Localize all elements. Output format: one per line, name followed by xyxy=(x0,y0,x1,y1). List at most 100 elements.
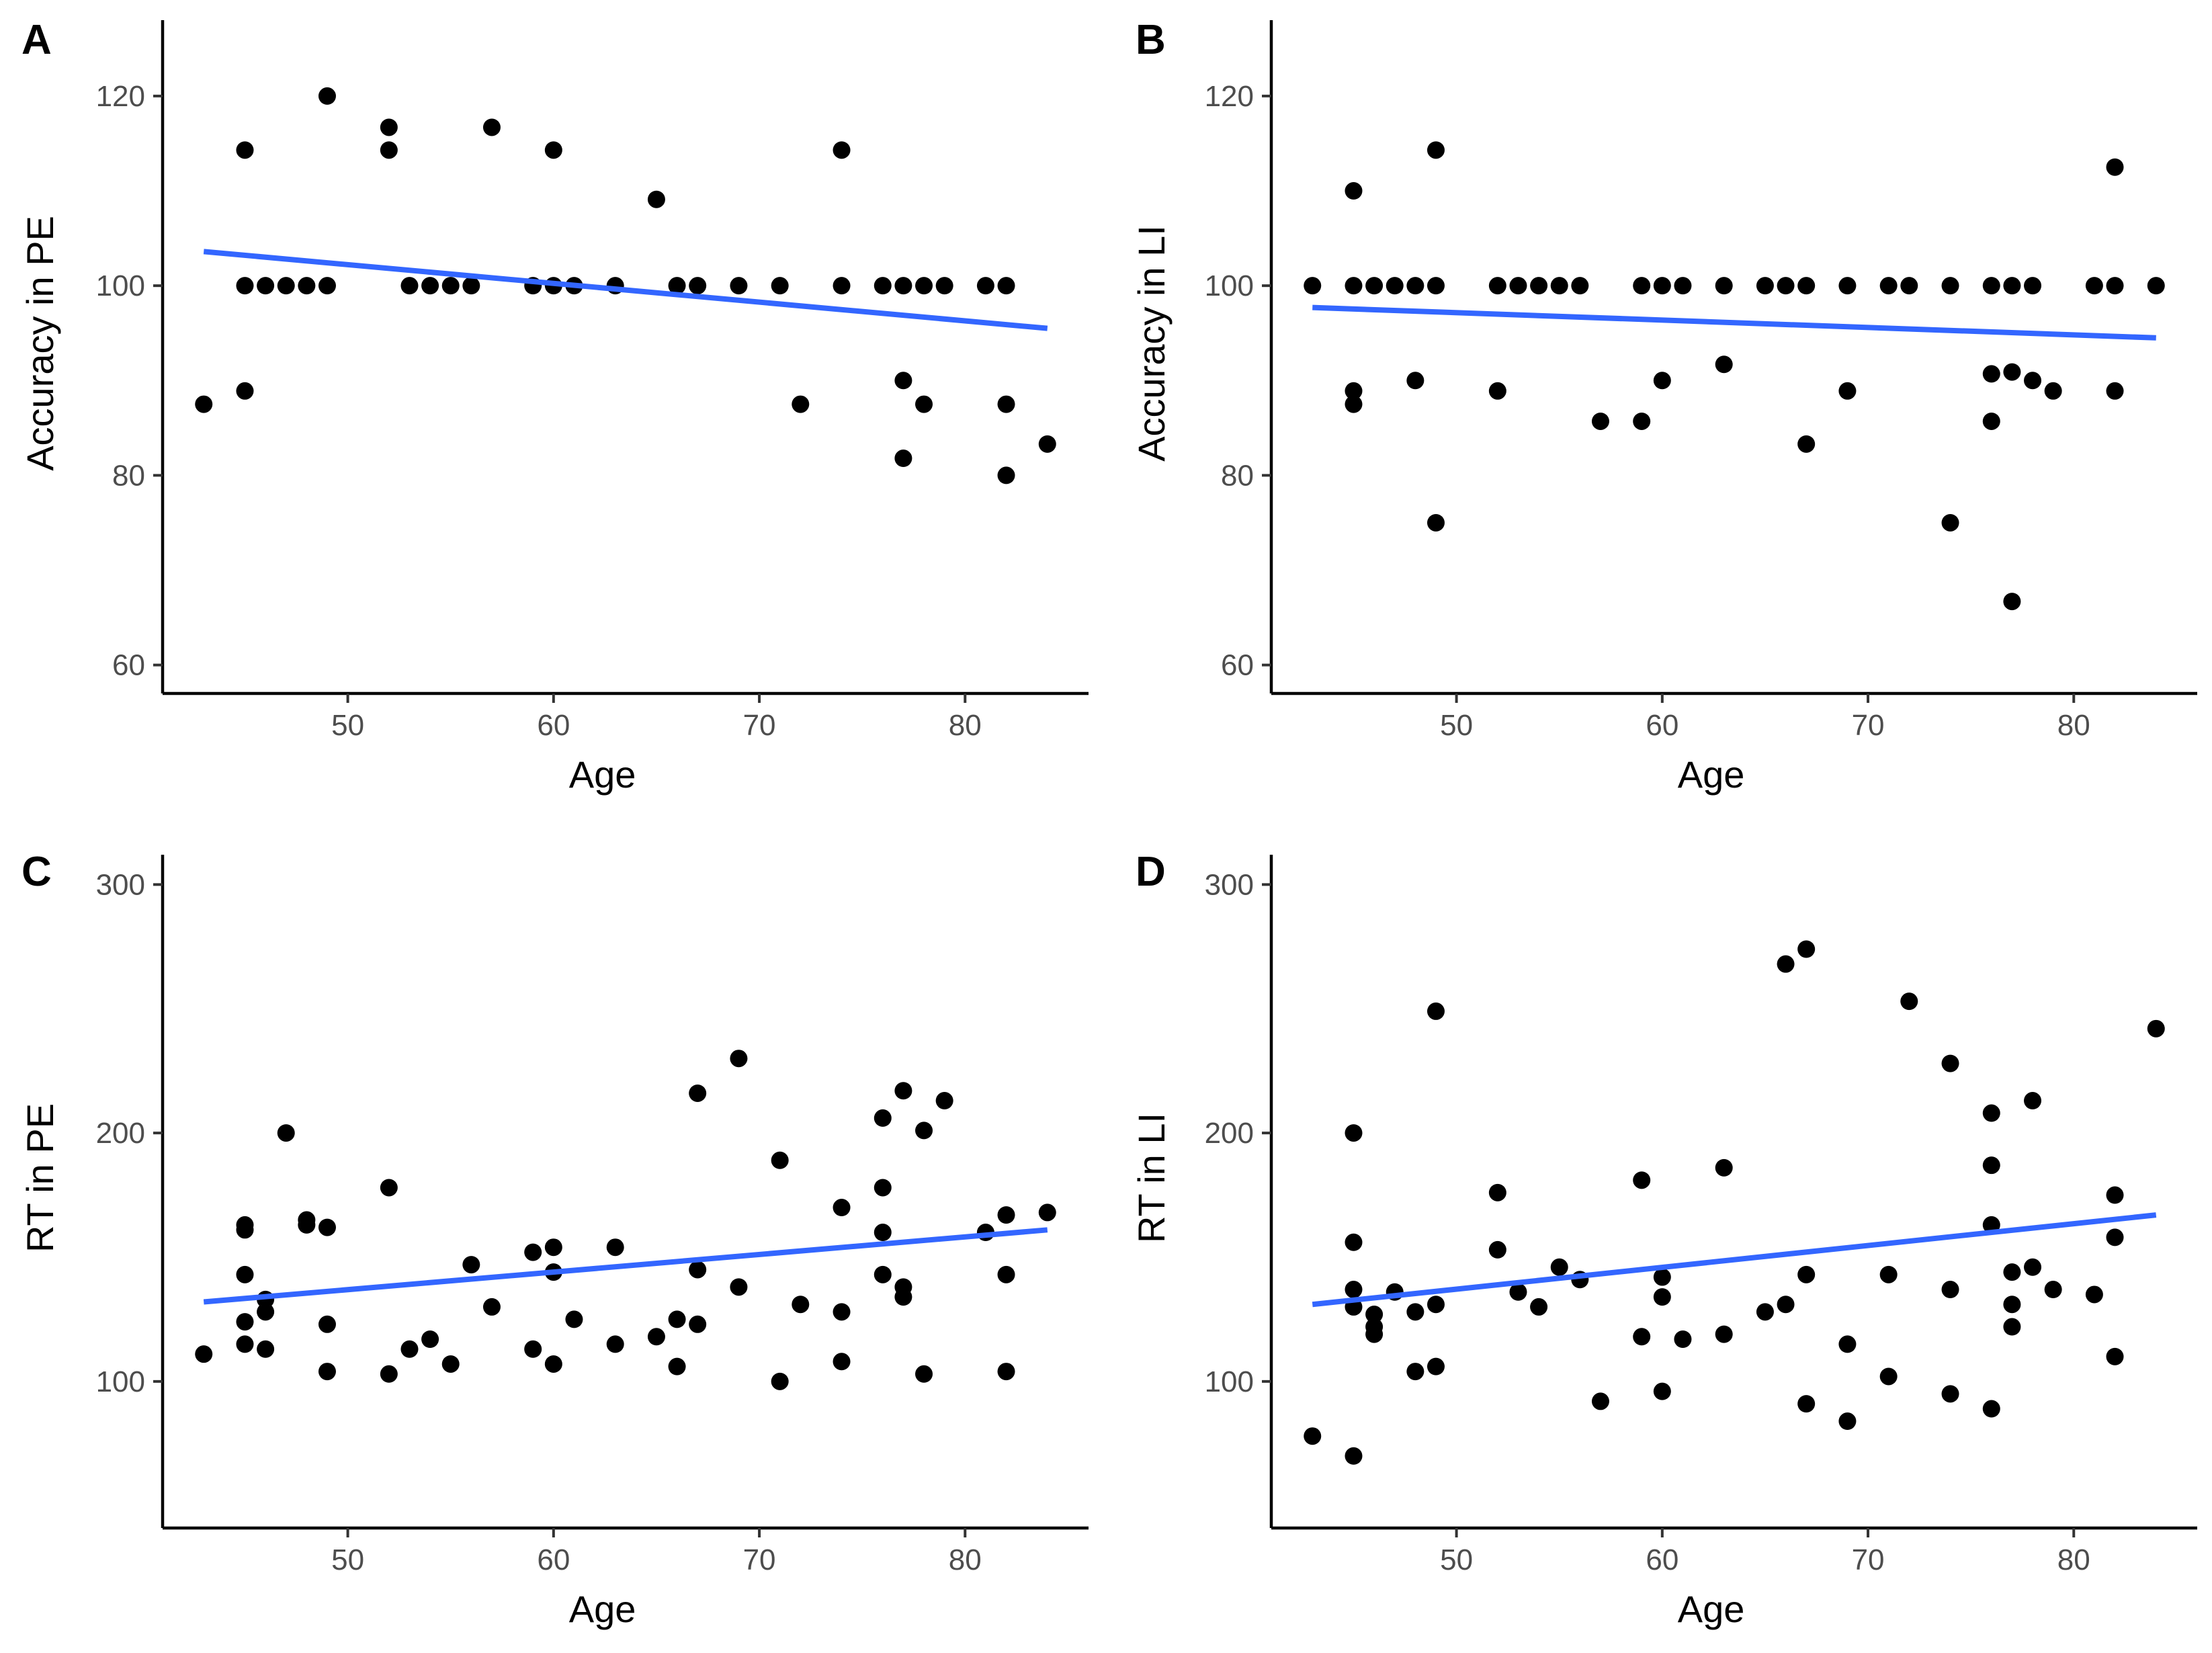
y-tick-label: 100 xyxy=(1205,1365,1254,1398)
data-point xyxy=(1488,1183,1506,1201)
data-point xyxy=(298,277,316,295)
data-point xyxy=(565,1310,583,1328)
data-point xyxy=(2106,382,2124,400)
data-point xyxy=(1427,1357,1445,1375)
data-point xyxy=(1900,992,1918,1011)
data-point xyxy=(318,87,336,105)
data-point xyxy=(318,1218,336,1236)
data-point xyxy=(997,395,1015,413)
data-point xyxy=(1427,1296,1445,1314)
data-point xyxy=(1488,382,1506,400)
data-point xyxy=(380,118,398,136)
data-point xyxy=(1365,1325,1384,1343)
data-point xyxy=(236,382,254,400)
data-point xyxy=(441,277,460,295)
y-tick-label: 80 xyxy=(1221,459,1254,492)
data-point xyxy=(195,1345,213,1363)
x-axis-title: Age xyxy=(569,753,636,796)
data-point xyxy=(1488,1240,1506,1259)
data-point xyxy=(771,1372,789,1390)
data-point xyxy=(874,1224,892,1242)
y-tick-label: 100 xyxy=(96,1365,145,1398)
data-point xyxy=(915,1365,933,1383)
data-point xyxy=(997,1363,1015,1381)
data-point xyxy=(1777,955,1795,973)
data-point xyxy=(236,1335,254,1353)
x-tick-label: 70 xyxy=(1852,1543,1885,1576)
y-axis-title: RT in PE xyxy=(19,1103,61,1253)
data-point xyxy=(1982,1400,2000,1418)
y-axis-title: RT in LI xyxy=(1130,1113,1173,1243)
data-point xyxy=(1715,1158,1733,1177)
data-point xyxy=(236,1221,254,1239)
data-point xyxy=(606,1335,624,1353)
data-point xyxy=(1406,277,1424,295)
data-point xyxy=(1715,1325,1733,1343)
data-point xyxy=(236,1265,254,1283)
data-point xyxy=(894,1288,912,1306)
data-point xyxy=(1838,1335,1857,1353)
x-tick-label: 60 xyxy=(1646,709,1678,742)
data-point xyxy=(833,277,851,295)
data-point xyxy=(1797,1395,1816,1413)
data-point xyxy=(2024,277,2042,295)
data-point xyxy=(1550,277,1568,295)
data-point xyxy=(1406,372,1424,390)
data-point xyxy=(2106,277,2124,295)
data-point xyxy=(997,1206,1015,1224)
data-point xyxy=(606,1238,624,1257)
data-point xyxy=(544,1238,562,1257)
data-point xyxy=(1756,1303,1774,1321)
data-point xyxy=(1653,372,1671,390)
panel-d: D 50 60 70 80 100 200 300 Age RT in LI xyxy=(1130,849,2197,1630)
panel-a: A 50 60 70 80 60 80 100 120 Age Accuracy in PE xyxy=(19,17,1089,796)
data-point xyxy=(1530,277,1548,295)
data-point xyxy=(318,1363,336,1381)
data-point xyxy=(833,1303,851,1321)
data-point xyxy=(1715,355,1733,374)
data-point xyxy=(1838,277,1857,295)
data-point xyxy=(1345,395,1363,413)
panel-c: C 50 60 70 80 100 200 300 Age RT in PE xyxy=(19,849,1089,1630)
data-point xyxy=(544,141,562,159)
y-tick-label: 100 xyxy=(1205,269,1254,302)
data-point xyxy=(1038,435,1056,453)
data-point xyxy=(915,395,933,413)
trend-line xyxy=(1312,1212,2157,1308)
data-point xyxy=(1941,1054,1959,1072)
data-point xyxy=(1038,1203,1056,1222)
data-point xyxy=(668,277,686,295)
y-tick-label: 100 xyxy=(96,269,145,302)
trend-line xyxy=(1312,304,2156,341)
data-point xyxy=(2024,1092,2042,1110)
data-point xyxy=(1633,1328,1651,1346)
data-point xyxy=(1633,1171,1651,1189)
data-point xyxy=(2085,277,2103,295)
data-point xyxy=(874,277,892,295)
data-point xyxy=(1488,277,1506,295)
data-point xyxy=(668,1310,686,1328)
y-axis-title: Accuracy in LI xyxy=(1130,225,1173,462)
panel-label: C xyxy=(22,849,52,895)
data-point xyxy=(257,277,275,295)
panel-label: A xyxy=(22,17,52,63)
x-tick-label: 50 xyxy=(1440,709,1473,742)
data-point xyxy=(1715,277,1733,295)
data-point xyxy=(2147,277,2165,295)
data-point xyxy=(236,141,254,159)
data-point xyxy=(1386,277,1404,295)
data-point xyxy=(482,118,501,136)
data-point xyxy=(894,372,912,390)
data-point xyxy=(524,1340,542,1358)
data-point xyxy=(380,1179,398,1197)
x-axis-title: Age xyxy=(1678,1588,1745,1630)
data-point xyxy=(689,1261,707,1279)
data-point xyxy=(647,190,665,208)
data-point xyxy=(1406,1363,1424,1381)
trend-line xyxy=(203,249,1048,331)
x-tick-label: 80 xyxy=(2057,1543,2090,1576)
data-point xyxy=(1797,940,1816,958)
data-point xyxy=(1345,1281,1363,1299)
y-tick-label: 60 xyxy=(1221,649,1254,682)
